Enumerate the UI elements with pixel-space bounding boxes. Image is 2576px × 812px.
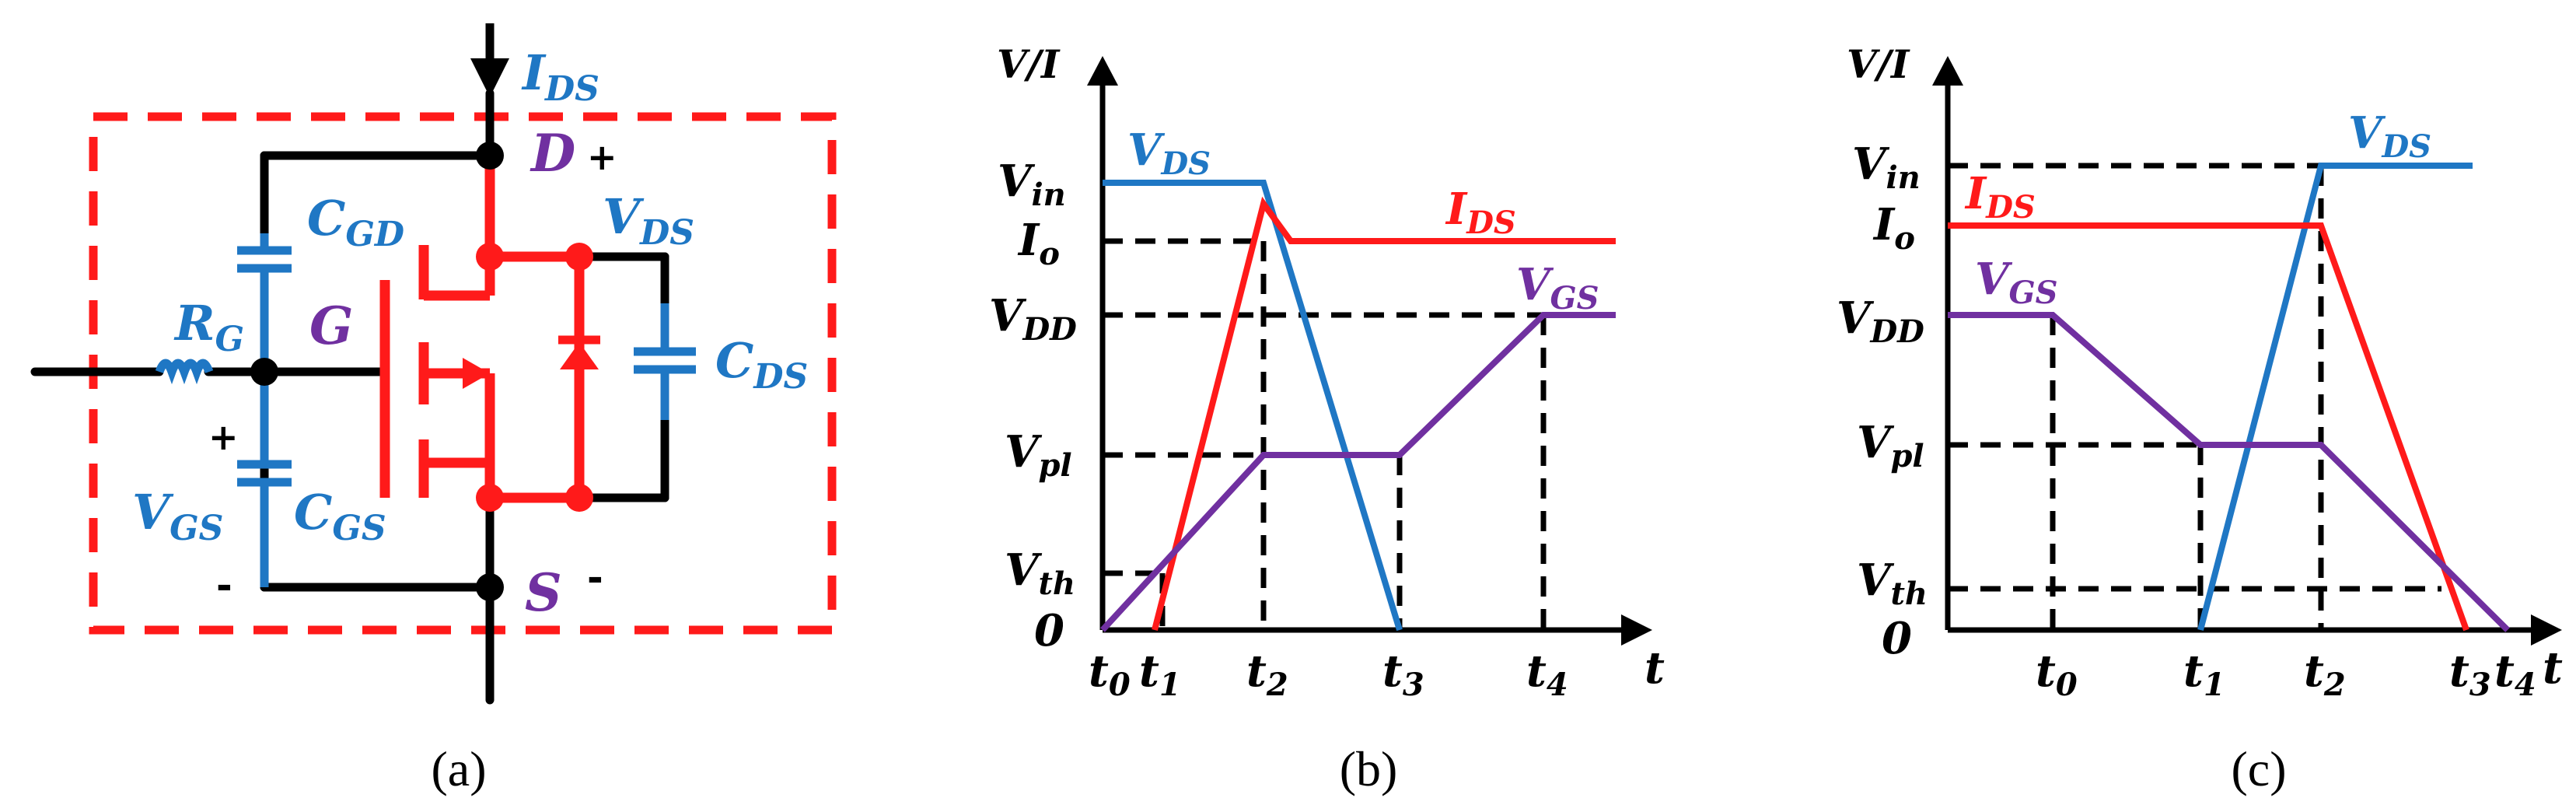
label-vgs-minus: - (216, 563, 232, 608)
panel-b-series-vds: VDS (1127, 124, 1211, 182)
panel-b-waveforms: V/I Vin Io VDD Vpl Vth 0 t0 t1 t2 t3 t4 … (989, 41, 1665, 796)
panel-b-tick-zero: 0 (1034, 605, 1064, 656)
panel-c-vgs-trace (1948, 312, 2510, 632)
panel-c-series-vds: VDS (2348, 107, 2431, 165)
black-wiring (30, 89, 669, 705)
panel-c-y-axis-label: V/I (1847, 41, 1910, 87)
capacitors (155, 233, 696, 587)
body-diode-icon (560, 342, 599, 369)
label-cds: CDS (715, 332, 808, 397)
panel-c-tick-t2: t2 (2304, 646, 2346, 703)
panel-b-tick-vpl: Vpl (1005, 426, 1072, 484)
panel-b-tick-vth: Vth (1005, 544, 1075, 602)
caption-c: (c) (2231, 741, 2286, 796)
label-gate: G (309, 296, 353, 356)
gate-resistor-icon (155, 359, 214, 385)
panel-b-tick-io: Io (1017, 215, 1060, 272)
panel-b-tick-t3: t3 (1382, 646, 1424, 703)
panel-c-tick-vth: Vth (1857, 555, 1928, 612)
panel-b-tick-t2: t2 (1246, 646, 1288, 703)
cds-capacitor-icon (634, 303, 696, 420)
panel-c-tick-zero: 0 (1882, 613, 1912, 664)
label-vgs-plus: + (208, 416, 239, 458)
label-ids: IDS (521, 44, 599, 109)
label-rg: RG (173, 295, 244, 359)
panel-b-vds-trace (1103, 180, 1403, 632)
label-vds: VDS (603, 188, 694, 253)
drain-current-arrow-icon (470, 58, 509, 97)
panel-c-tick-vin: Vin (1852, 138, 1921, 196)
panel-b-tick-vdd: VDD (989, 290, 1077, 348)
panel-b-ids-trace (1152, 196, 1616, 631)
panel-b-tick-t4: t4 (1526, 646, 1568, 703)
panel-c-tick-vpl: Vpl (1857, 417, 1924, 474)
panel-c-x-arrow-icon (2531, 614, 2562, 646)
panel-c-vds-trace (2197, 163, 2473, 632)
caption-a: (a) (431, 741, 486, 796)
mosfet-symbol (379, 156, 585, 503)
label-source-minus: - (587, 555, 603, 600)
label-drain-plus: + (587, 136, 617, 178)
mosfet-arrow-icon (463, 358, 490, 389)
cgd-capacitor-icon (237, 233, 292, 372)
panel-b-tick-t1: t1 (1139, 646, 1181, 703)
panel-a-circuit: IDS D + CGD VDS RG G CDS + VGS CGS - S -… (30, 23, 837, 796)
panel-c-ids-trace (1948, 222, 2469, 632)
panel-c-guides (1948, 163, 2441, 630)
panel-b-x-arrow-icon (1621, 614, 1652, 646)
panel-c-tick-t4: t4 (2494, 646, 2536, 703)
panel-c-x-axis-label: t (2543, 642, 2563, 694)
junction-dots (250, 142, 593, 601)
panel-b-tick-vin: Vin (998, 156, 1066, 213)
panel-b-tick-t0: t0 (1089, 646, 1131, 703)
panel-b-x-axis-label: t (1645, 642, 1665, 694)
panel-c-waveforms: V/I Vin Io VDD Vpl Vth 0 t0 t1 t2 t3 t4 … (1837, 41, 2563, 796)
panel-c-y-arrow-icon (1932, 56, 1963, 86)
panel-c-tick-io: Io (1872, 199, 1915, 257)
panel-c-series-vgs: VGS (1975, 254, 2058, 311)
panel-c-tick-t0: t0 (2036, 646, 2078, 703)
label-cgd: CGD (307, 190, 404, 254)
cgs-capacitor-icon (237, 372, 292, 587)
label-source: S (525, 562, 562, 623)
panel-c-tick-t1: t1 (2183, 646, 2225, 703)
panel-b-vgs-trace (1100, 312, 1616, 632)
label-vgs: VGS (132, 484, 223, 548)
caption-b: (b) (1340, 741, 1398, 796)
label-drain: D (530, 123, 575, 184)
panel-b-y-arrow-icon (1087, 56, 1118, 86)
panel-c-series-ids: IDS (1964, 168, 2036, 226)
panel-b-y-axis-label: V/I (997, 41, 1061, 87)
label-cgs: CGS (294, 484, 386, 548)
panel-b-series-vgs: VGS (1516, 259, 1599, 317)
panel-c-tick-t3: t3 (2449, 646, 2491, 703)
panel-c-tick-vdd: VDD (1837, 292, 1924, 350)
panel-b-series-ids: IDS (1445, 184, 1516, 241)
